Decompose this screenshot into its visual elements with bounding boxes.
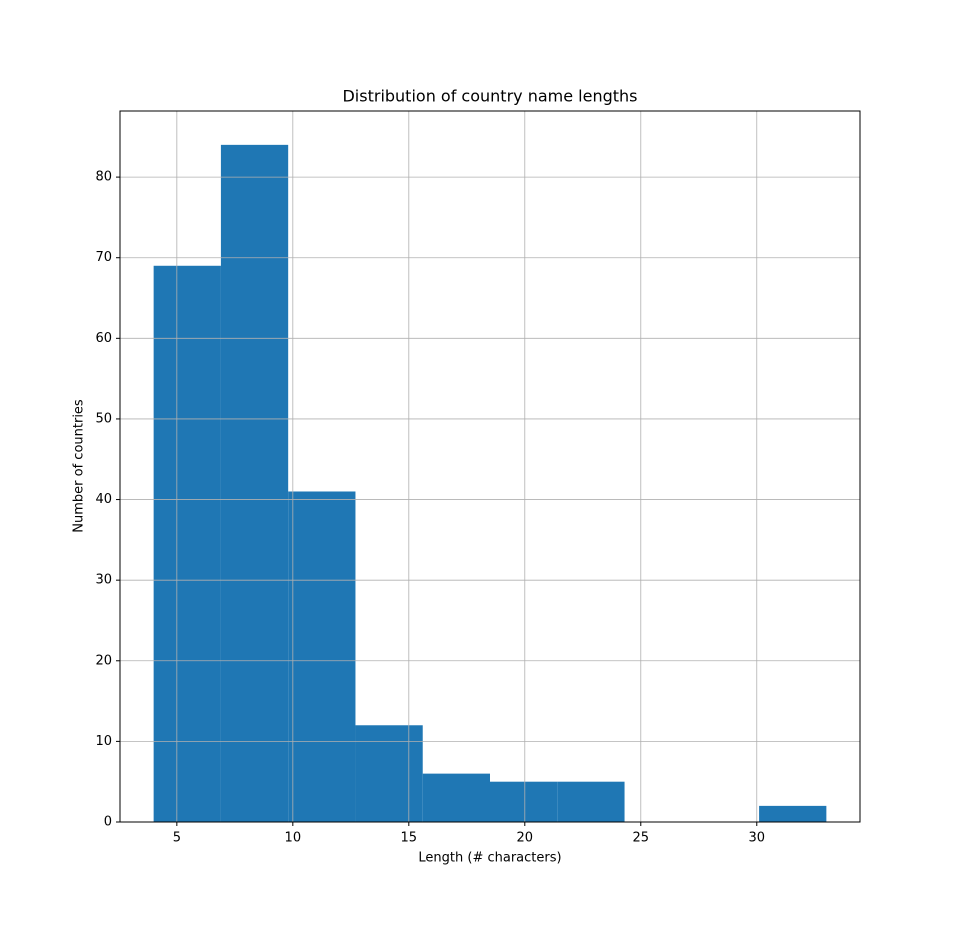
y-axis-label: Number of countries [72,399,87,533]
bar [288,491,356,822]
y-tick-label: 80 [95,170,112,185]
y-tick-label: 10 [95,734,112,749]
x-tick-label: 30 [748,831,765,846]
y-tick-label: 60 [95,331,112,346]
y-tick-label: 40 [95,492,112,507]
x-tick-label: 20 [517,831,534,846]
x-axis-label: Length (# characters) [418,851,561,866]
x-tick-label: 15 [401,831,418,846]
bar [557,781,625,822]
y-tick-label: 70 [95,250,112,265]
bar [220,144,289,822]
x-tick-label: 10 [285,831,302,846]
y-tick-label: 50 [95,411,112,426]
y-tick-label: 0 [104,815,112,830]
chart-title: Distribution of country name lengths [342,87,637,106]
bar [759,805,827,822]
y-tick-label: 30 [95,573,112,588]
y-tick-label: 20 [95,653,112,668]
x-tick-label: 5 [173,831,181,846]
x-tick-label: 25 [633,831,650,846]
bar [153,265,221,822]
bar [422,773,490,822]
bar [490,781,558,822]
plot-frame [119,110,861,823]
bar [355,725,423,822]
